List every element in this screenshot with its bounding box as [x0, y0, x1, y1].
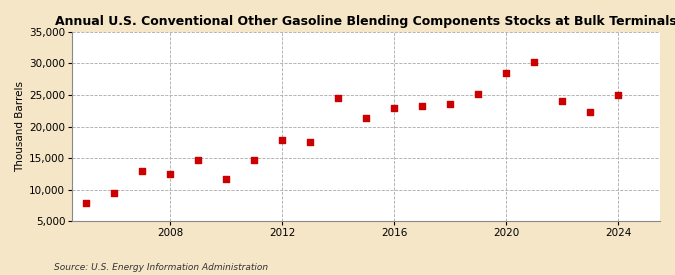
Point	[165, 172, 176, 176]
Point	[445, 102, 456, 107]
Text: Source: U.S. Energy Information Administration: Source: U.S. Energy Information Administ…	[54, 263, 268, 272]
Point	[221, 177, 232, 181]
Point	[389, 105, 400, 110]
Point	[585, 110, 595, 114]
Point	[416, 103, 427, 108]
Point	[613, 93, 624, 97]
Point	[529, 60, 539, 64]
Point	[137, 168, 148, 173]
Y-axis label: Thousand Barrels: Thousand Barrels	[15, 81, 25, 172]
Point	[333, 96, 344, 100]
Point	[360, 116, 371, 120]
Point	[557, 99, 568, 103]
Point	[193, 158, 204, 162]
Point	[501, 71, 512, 75]
Point	[277, 138, 288, 142]
Title: Annual U.S. Conventional Other Gasoline Blending Components Stocks at Bulk Termi: Annual U.S. Conventional Other Gasoline …	[55, 15, 675, 28]
Point	[81, 201, 92, 206]
Point	[472, 92, 483, 97]
Point	[304, 140, 315, 144]
Point	[249, 158, 260, 162]
Point	[109, 191, 119, 195]
